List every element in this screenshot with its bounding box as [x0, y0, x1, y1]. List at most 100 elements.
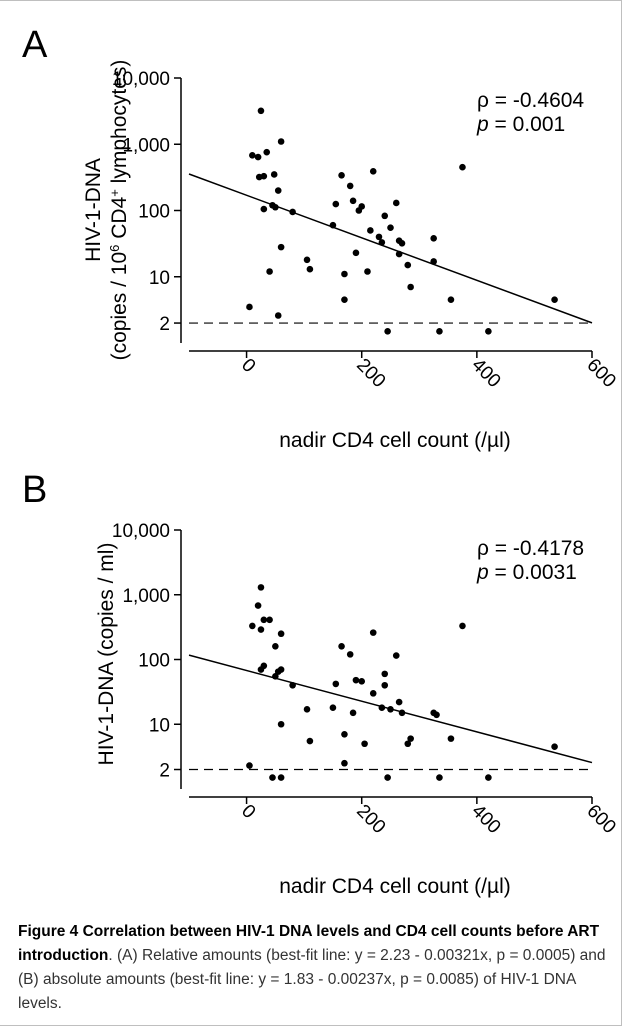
panel-a-data-point	[270, 171, 278, 178]
panel-b-data-point	[249, 622, 256, 630]
panel-b-data-point	[404, 740, 412, 748]
panel-a-data-point	[277, 138, 285, 145]
panel-a-data-point	[249, 152, 256, 159]
panel-a-data-point	[349, 197, 357, 205]
panel-a-data-point	[352, 249, 360, 257]
panel-a-data-point	[277, 243, 285, 251]
panel-a-xtick-label: 600	[582, 355, 619, 392]
panel-b-ytick-label: 100	[138, 651, 170, 672]
panel-b-data-point	[369, 629, 377, 636]
panel-b-data-point	[384, 774, 391, 781]
panel-b-xtick-label: 0	[237, 801, 259, 823]
panel-b-data-point	[369, 690, 377, 697]
panel-a-ytick-label: 1,000	[122, 135, 170, 156]
panel-a-data-point	[407, 283, 414, 291]
panel-a-data-point	[346, 182, 354, 190]
panel-a-data-point	[257, 107, 265, 115]
panel-a-ylabel-line2: (copies / 106 CD4+ lymphocytes)	[107, 60, 132, 361]
panel-b-ytick-label: 10,000	[112, 521, 170, 542]
panel-b-data-point	[358, 678, 366, 685]
panel-b-data-point	[407, 735, 414, 742]
caption-title: Figure 4 Correlation between HIV-1 DNA l…	[18, 923, 600, 964]
panel-b-data-point	[551, 743, 558, 751]
panel-b-data-point	[257, 666, 265, 673]
panel-b-data-point	[272, 642, 279, 650]
panel-a-data-point	[341, 270, 348, 278]
panel-b-data-point	[254, 602, 262, 609]
panel-a-ytick-label: 10,000	[112, 69, 170, 90]
panel-b-data-point	[352, 676, 360, 684]
panel-a-data-point	[485, 328, 492, 335]
panel-b-data-point	[246, 762, 253, 769]
panel-a-rho: ρ = -0.4604	[477, 89, 584, 112]
panel-b-data-point	[338, 642, 345, 650]
panel-b-xtick-label: 200	[352, 801, 389, 838]
panel-b-data-point	[277, 720, 285, 728]
panel-a-data-point	[338, 171, 345, 179]
panel-a-fit-line	[188, 173, 593, 324]
panel-a-data-point	[341, 296, 348, 304]
panel-b-data-point	[306, 737, 314, 745]
panel-a-data-point	[303, 256, 311, 264]
panel-a-data-point	[332, 200, 340, 208]
panel-b-ytick-label: 2	[159, 761, 170, 782]
panel-a-data-point	[306, 265, 314, 273]
panel-b-data-point	[346, 651, 354, 658]
panel-b-data-point	[395, 698, 403, 706]
panel-b-data-point	[378, 704, 386, 712]
panel-b-data-point	[398, 709, 406, 717]
panel-a-data-point	[364, 268, 371, 275]
panel-a-data-point	[260, 172, 268, 180]
panel-b-data-point	[387, 706, 394, 713]
panel-b-data-point	[459, 622, 466, 630]
figure-caption: Figure 4 Correlation between HIV-1 DNA l…	[18, 920, 608, 1016]
panel-b-letter: B	[22, 469, 47, 511]
panel-b-data-point	[277, 630, 285, 638]
panel-b-data-point	[381, 670, 389, 678]
panel-b-rho: ρ = -0.4178	[477, 537, 584, 560]
panel-b-xlabel: nadir CD4 cell count (/µl)	[279, 875, 511, 898]
panel-b-data-point	[303, 706, 311, 713]
panel-a-ytick-label: 100	[138, 202, 170, 223]
panel-a-data-point	[384, 328, 391, 335]
panel-b-ytick-label: 10	[149, 715, 170, 736]
panel-a-xtick-label: 400	[467, 355, 504, 392]
panel-a-pvalue: p = 0.001	[476, 113, 565, 136]
panel-b-data-point	[257, 626, 265, 633]
panel-a-data-point	[459, 163, 466, 171]
panel-a-letter: A	[22, 24, 48, 66]
panel-b-data-point	[329, 704, 337, 712]
panel-a-ytick-label: 10	[149, 268, 170, 289]
panel-b-data-point	[392, 652, 400, 659]
panel-a-xtick-label: 0	[237, 355, 259, 377]
panel-a-data-point	[551, 296, 558, 304]
panel-b-data-point	[436, 774, 443, 781]
panel-b-data-point	[447, 735, 455, 742]
panel-b-xtick-label: 400	[467, 801, 504, 838]
panel-a-data-point	[378, 239, 386, 246]
panel-a-data-point	[436, 328, 443, 335]
panel-b-data-point	[485, 774, 492, 781]
panel-a-data-point	[375, 233, 383, 241]
panel-a-data-point	[404, 261, 412, 269]
panel-a: A HIV-1-DNA (copies / 106 CD4+ lymphocyt…	[22, 24, 620, 452]
panel-a-data-point	[387, 224, 394, 232]
panel-a-ytick-label: 2	[159, 314, 170, 335]
panel-b-data-point	[260, 616, 268, 624]
panel-a-data-point	[369, 168, 377, 175]
panel-a-data-point	[329, 221, 337, 229]
panel-b-data-point	[266, 616, 273, 624]
panel-a-data-point	[260, 205, 268, 213]
panel-a-data-point	[447, 296, 455, 304]
panel-a-data-point	[395, 250, 403, 258]
panel-b-data-point	[257, 584, 265, 591]
panel-b-data-point	[381, 681, 389, 689]
panel-b-data-point	[433, 711, 440, 719]
panel-a-data-point	[272, 203, 279, 211]
panel-b-xtick-label: 600	[582, 801, 619, 838]
panel-a-data-point	[289, 208, 296, 216]
panel-a-data-point	[367, 227, 374, 234]
panel-b-data-point	[349, 709, 357, 717]
panel-a-data-point	[430, 235, 437, 242]
